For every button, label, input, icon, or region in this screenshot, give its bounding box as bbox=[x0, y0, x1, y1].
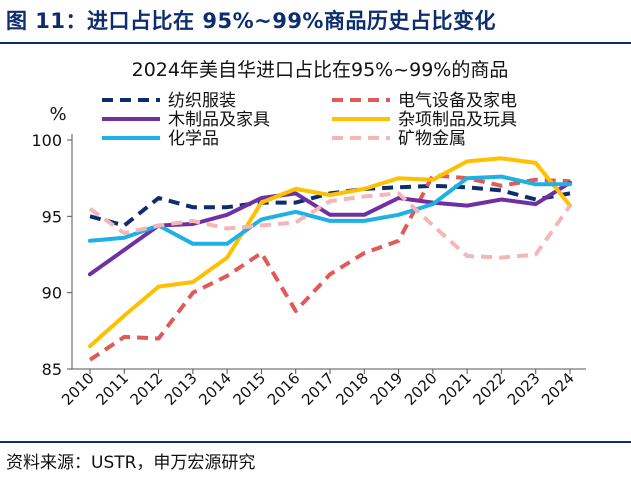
x-tick-label: 2019 bbox=[367, 369, 407, 409]
axes: 8590951002010201120122013201420152016201… bbox=[31, 131, 586, 409]
y-tick-label: 95 bbox=[42, 207, 62, 226]
source-note: 资料来源：USTR，申万宏源研究 bbox=[6, 453, 256, 473]
title-rule bbox=[0, 42, 631, 44]
x-tick-label: 2018 bbox=[332, 369, 372, 409]
chart-title: 2024年美自华进口占比在95%~99%的商品 bbox=[132, 59, 509, 81]
x-tick-label: 2024 bbox=[538, 369, 578, 409]
legend-label-0: 纺织服装 bbox=[168, 91, 236, 111]
x-tick-label: 2011 bbox=[92, 369, 132, 409]
line-chart: 2024年美自华进口占比在95%~99%的商品 % 纺织服装 电气设备及家电木制品… bbox=[31, 59, 586, 409]
series-line-1 bbox=[88, 173, 571, 362]
series-line-5 bbox=[88, 191, 572, 260]
legend-label-1: 电气设备及家电 bbox=[398, 91, 517, 111]
legend-label-2: 木制品及家具 bbox=[168, 110, 270, 130]
x-tick-label: 2023 bbox=[504, 369, 544, 409]
series-line-4 bbox=[88, 174, 572, 246]
x-tick-label: 2014 bbox=[195, 369, 235, 409]
y-tick-label: 90 bbox=[42, 284, 62, 303]
x-tick-label: 2016 bbox=[264, 369, 304, 409]
x-tick-label: 2010 bbox=[58, 369, 98, 409]
x-tick-label: 2012 bbox=[127, 369, 167, 409]
series-line-3 bbox=[88, 156, 572, 349]
series-layer bbox=[88, 156, 572, 362]
x-tick-label: 2021 bbox=[435, 369, 475, 409]
series-line-2 bbox=[88, 180, 572, 277]
x-tick-label: 2015 bbox=[230, 369, 270, 409]
source-rule bbox=[0, 441, 631, 443]
y-axis-unit-label: % bbox=[49, 104, 66, 125]
x-tick-label: 2017 bbox=[298, 369, 338, 409]
x-tick-label: 2020 bbox=[401, 369, 441, 409]
legend-label-3: 杂项制品及玩具 bbox=[398, 110, 517, 130]
x-tick-label: 2022 bbox=[470, 369, 510, 409]
legend-label-4: 化学品 bbox=[168, 129, 219, 149]
figure-title: 图 11：进口占比在 95%~99%商品历史占比变化 bbox=[6, 9, 496, 33]
y-tick-label: 100 bbox=[31, 131, 62, 150]
x-tick-label: 2013 bbox=[161, 369, 201, 409]
legend-label-5: 矿物金属 bbox=[398, 129, 466, 149]
y-tick-label: 85 bbox=[42, 360, 62, 379]
